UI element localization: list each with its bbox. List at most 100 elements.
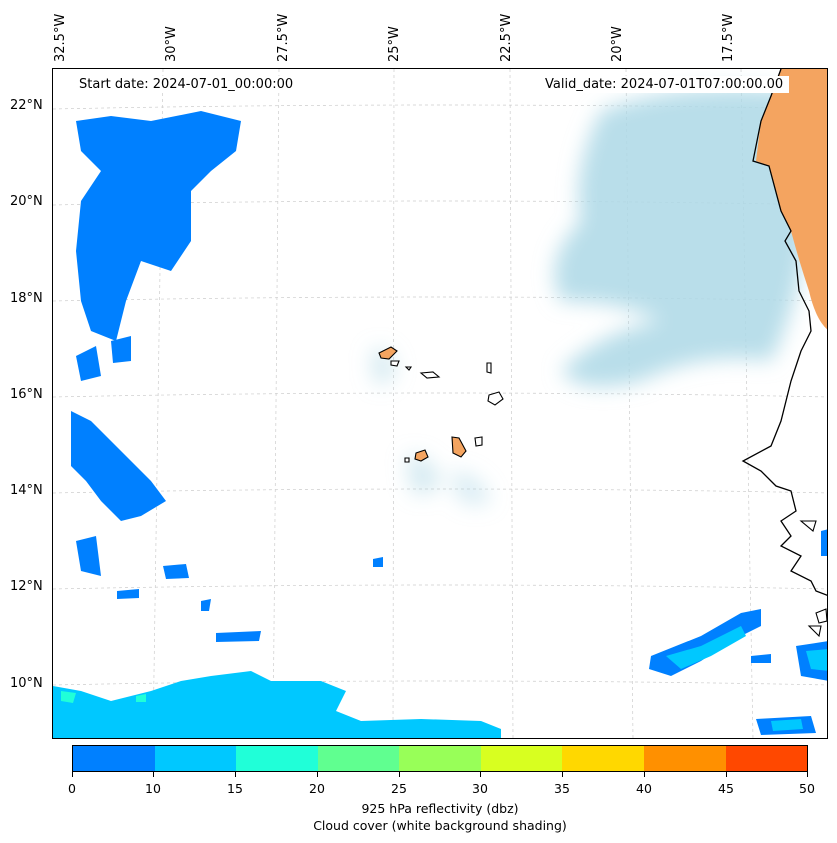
echo-nw-small-1: [76, 346, 101, 381]
colorbar-segment-30-35: [480, 746, 563, 771]
land: [741, 69, 827, 638]
colorbar-segment-35-40: [562, 746, 644, 771]
echo-south-core: [61, 691, 76, 703]
gridline-lon-27-5w: [272, 69, 280, 738]
cloud-patch-3: [451, 471, 491, 505]
colorbar-tick-35: [562, 772, 563, 777]
echo-w-small: [76, 536, 101, 576]
island-santo-antao: [378, 346, 398, 360]
gridline-lat-18n: [53, 296, 827, 302]
echo-sw-patch-2: [117, 589, 139, 599]
colorbar-segment-20-25: [317, 746, 400, 771]
colorbar-label-10: 10: [145, 781, 161, 796]
echo-center-small: [373, 557, 383, 567]
lat-label-20n: 20°N: [10, 194, 43, 209]
coast-islands: [799, 520, 827, 638]
echo-w-cluster: [71, 411, 166, 521]
lon-label-17-5w: 17.5°W: [721, 13, 736, 62]
gridline-lat-14n: [53, 488, 827, 494]
echo-east-edge-2: [821, 529, 827, 556]
lat-label-14n: 14°N: [10, 483, 43, 498]
colorbar-segment-15-20: [236, 746, 318, 771]
colorbar-title: 925 hPa reflectivity (dbz): [361, 801, 519, 816]
cloud-cover-shading: [371, 88, 811, 505]
gridline-lon-25w: [392, 69, 395, 738]
colorbar-label-40: 40: [636, 781, 652, 796]
colorbar-label-45: 45: [718, 781, 734, 796]
gridline-lon-20w: [625, 69, 634, 738]
colorbar-label-15: 15: [227, 781, 243, 796]
lon-label-25w: 25°W: [387, 26, 402, 62]
africa-land: [756, 69, 827, 330]
echo-sw-patch-3: [201, 599, 211, 611]
africa-coastline: [741, 69, 827, 596]
gridline-lat-16n: [53, 392, 827, 398]
echo-nw-cluster-2: [116, 136, 201, 221]
echo-south-band: [53, 671, 501, 738]
colorbar-label-30: 30: [472, 781, 488, 796]
echo-nw-small-2: [111, 336, 131, 363]
colorbar-label-25: 25: [391, 781, 407, 796]
colorbar-tick-45: [726, 772, 727, 777]
colorbar-subtitle: Cloud cover (white background shading): [313, 818, 567, 833]
echo-se-band: [649, 609, 761, 676]
echo-south-band-2: [161, 681, 241, 731]
cloud-plume: [554, 88, 811, 387]
island-sao-vicente: [390, 360, 400, 367]
echo-sw-patch-1: [163, 564, 189, 579]
lon-label-20w: 20°W: [610, 26, 625, 62]
echo-se-bottom-core: [771, 719, 803, 731]
lat-label-22n: 22°N: [10, 98, 43, 113]
lon-label-22-5w: 22.5°W: [499, 13, 514, 62]
colorbar-segment-10-15: [154, 746, 237, 771]
colorbar-tick-20: [317, 772, 318, 777]
island-boa-vista: [487, 391, 504, 406]
map-canvas: [53, 69, 827, 738]
gridline-lat-22n: [53, 104, 827, 110]
echo-se-core: [666, 626, 746, 669]
cape-verde-islands: [378, 346, 504, 463]
colorbar-segment-25-30: [399, 746, 481, 771]
colorbar: [72, 745, 808, 772]
echo-south-core-2: [136, 694, 146, 702]
valid-date-label: Valid_date: 2024-07-01T07:00:00.00: [539, 76, 790, 93]
colorbar-label-50: 50: [799, 781, 815, 796]
gridline-lon-22-5w: [509, 69, 514, 738]
island-maio: [474, 436, 483, 447]
gridline-lon-30w: [152, 69, 164, 738]
colorbar-label-35: 35: [554, 781, 570, 796]
reflectivity-10-15: [53, 626, 827, 738]
colorbar-tick-50: [807, 772, 808, 777]
gridline-lat-12n: [53, 584, 827, 590]
lon-label-30w: 30°W: [164, 26, 179, 62]
island-sal: [486, 362, 492, 374]
reflectivity-15-20: [61, 691, 146, 703]
colorbar-tick-40: [644, 772, 645, 777]
map-panel: [52, 68, 828, 739]
start-date-label: Start date: 2024-07-01_00:00:00: [73, 76, 300, 93]
lat-label-16n: 16°N: [10, 387, 43, 402]
colorbar-tick-15: [235, 772, 236, 777]
colorbar-tick-0: [72, 772, 73, 777]
island-fogo: [414, 449, 429, 462]
colorbar-segment-45-50: [725, 746, 808, 771]
island-santiago: [451, 436, 467, 458]
island-sao-nicolau: [419, 371, 441, 379]
colorbar-segment-40-45: [643, 746, 726, 771]
colorbar-tick-10: [153, 772, 154, 777]
island-santa-luzia: [404, 366, 413, 371]
gridline-lat-10n: [53, 680, 827, 686]
colorbar-tick-25: [399, 772, 400, 777]
colorbar-label-20: 20: [309, 781, 325, 796]
colorbar-segment-0-10: [73, 746, 155, 771]
cloud-patch-2: [406, 455, 441, 495]
lon-label-27-5w: 27.5°W: [276, 13, 291, 62]
echo-east-edge-core: [806, 649, 827, 671]
lat-label-12n: 12°N: [10, 579, 43, 594]
reflectivity-0-10: [71, 111, 827, 735]
lat-label-18n: 18°N: [10, 291, 43, 306]
lat-label-10n: 10°N: [10, 676, 43, 691]
echo-sw-patch-4: [216, 631, 261, 642]
echo-se-small: [751, 654, 771, 663]
lon-label-32-5w: 32.5°W: [53, 13, 68, 62]
